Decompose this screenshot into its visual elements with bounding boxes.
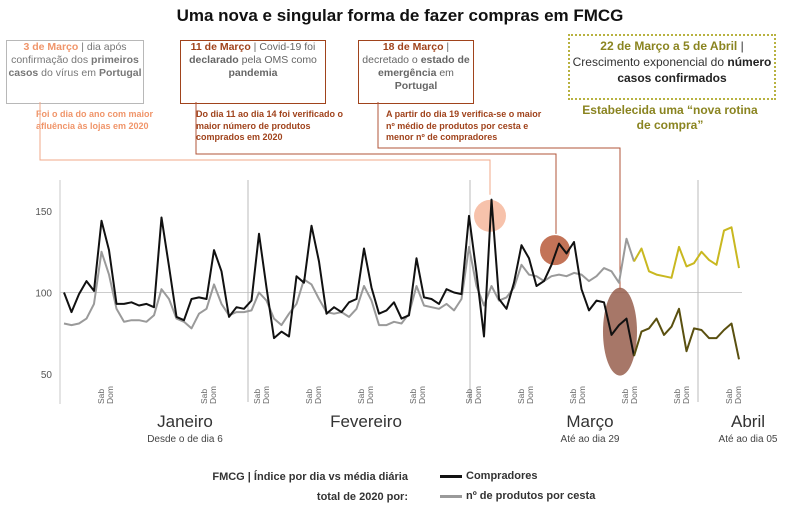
month-sublabel: Até ao dia 29 [561, 434, 620, 445]
weekend-label: Dom [365, 386, 375, 404]
series-compradores-line [63, 198, 635, 357]
series-compradores-line-post [633, 307, 740, 360]
weekend-label: Sab [620, 389, 630, 404]
month-label: Março [566, 412, 613, 431]
month-sublabel: Desde o de dia 6 [147, 434, 223, 445]
weekend-label: Dom [629, 386, 639, 404]
annotation-box-11-marco: 11 de Março | Covid-19 foi declarado pel… [180, 40, 326, 104]
weekend-label: Dom [733, 386, 743, 404]
month-sublabel: Até ao dia 05 [719, 434, 778, 445]
weekend-label: Dom [577, 386, 587, 404]
legend-item-produtos: nº de produtos por cesta [440, 490, 595, 502]
annotation-box-22-marco-5-abril: 22 de Março a 5 de Abril | Crescimento e… [568, 34, 776, 100]
weekend-label: Sab [516, 389, 526, 404]
weekend-label: Dom [525, 386, 535, 404]
y-tick-label: 50 [41, 370, 53, 381]
legend-title: FMCG | Índice por dia vs média diária to… [212, 471, 408, 503]
month-label: Fevereiro [330, 412, 402, 431]
legend-swatch-compradores [440, 474, 462, 478]
weekend-label: Sab [252, 389, 262, 404]
highlight-11-marco [540, 235, 570, 266]
weekend-label: Sab [304, 389, 314, 404]
series-produtos-line-post [633, 226, 740, 279]
weekend-label: Sab [199, 389, 209, 404]
weekend-label: Sab [96, 389, 106, 404]
weekend-label: Dom [681, 386, 691, 404]
chart-title: Uma nova e singular forma de fazer compr… [176, 6, 624, 25]
weekend-label: Sab [408, 389, 418, 404]
y-tick-label: 100 [35, 289, 52, 300]
weekend-label: Dom [261, 386, 271, 404]
month-label: Janeiro [157, 412, 213, 431]
legend-item-compradores: Compradores [440, 470, 538, 482]
note-nova-rotina: Estabelecida uma “nova rotina de compra” [582, 103, 758, 132]
weekend-label: Dom [473, 386, 483, 404]
weekend-label: Dom [313, 386, 323, 404]
note-maior-afluencia: Foi o dia do ano com maior afluência às … [36, 109, 154, 131]
annotation-box-3-marco: 3 de Março | dia após confirmação dos pr… [6, 40, 144, 104]
weekend-label: Sab [356, 389, 366, 404]
weekend-label: Sab [672, 389, 682, 404]
weekend-label: Dom [417, 386, 427, 404]
annotation-box-18-marco: 18 de Março | decretado o estado de emer… [358, 40, 474, 104]
weekend-label: Sab [464, 389, 474, 404]
highlight-18-marco [603, 287, 637, 376]
connector-3-marco [39, 102, 491, 195]
weekend-label: Sab [568, 389, 578, 404]
weekend-label: Sab [724, 389, 734, 404]
connector-11-marco [195, 102, 557, 234]
note-maior-produtos: Do dia 11 ao dia 14 foi verificado o mai… [196, 109, 344, 142]
legend-swatch-produtos [440, 494, 462, 498]
connector-18-marco [377, 102, 621, 290]
y-tick-label: 150 [35, 207, 52, 218]
month-label: Abril [731, 412, 765, 431]
note-cesta-compradores: A partir do dia 19 verifica-se o maior n… [386, 109, 542, 142]
series-produtos-line [63, 237, 635, 330]
weekend-label: Dom [208, 386, 218, 404]
weekend-label: Dom [105, 386, 115, 404]
